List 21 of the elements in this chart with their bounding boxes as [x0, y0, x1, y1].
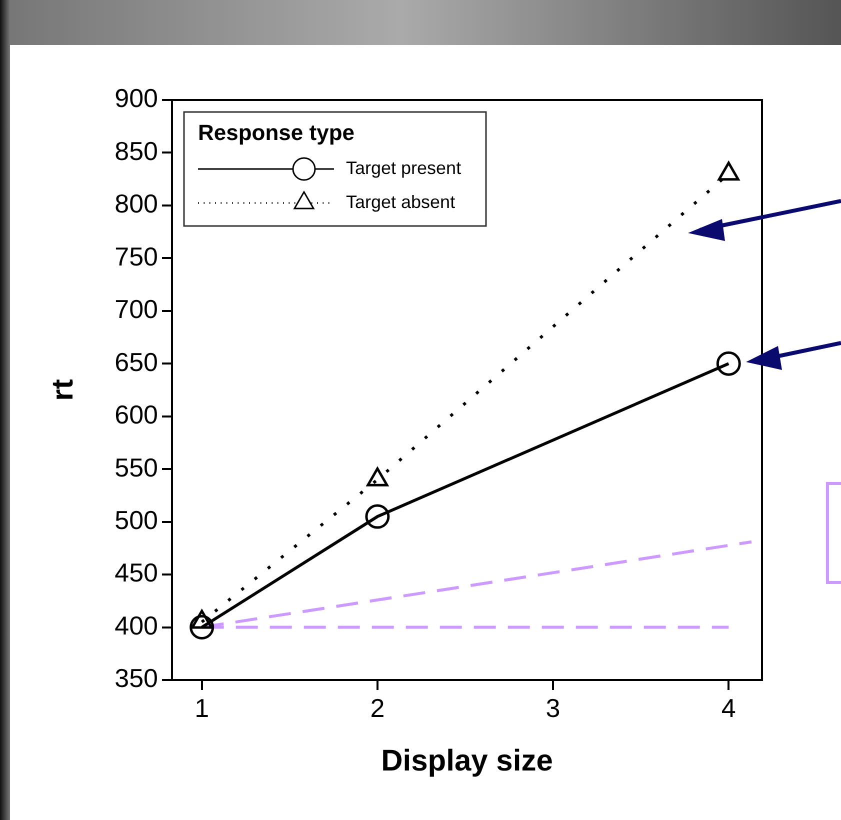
y-tick-label: 450 [114, 558, 158, 588]
y-tick-label: 800 [114, 188, 158, 219]
y-tick-label: 500 [114, 504, 158, 535]
x-tick-label: 4 [721, 692, 736, 723]
legend-title: Response type [198, 120, 354, 146]
y-tick-label: 900 [114, 83, 158, 114]
x-tick-label: 3 [546, 692, 560, 723]
y-tick-label: 650 [114, 346, 158, 377]
y-tick-label: 600 [114, 400, 158, 430]
y-tick-label: 700 [114, 294, 158, 324]
y-tick-label: 850 [114, 136, 158, 166]
x-axis-title: Display size [381, 744, 553, 778]
legend-label: Target absent [346, 192, 456, 212]
y-tick-label: 750 [114, 241, 158, 272]
x-tick-label: 1 [194, 692, 210, 723]
y-tick-label: 550 [114, 452, 158, 482]
legend-label: Target present [346, 158, 462, 178]
y-tick-label: 400 [114, 610, 158, 640]
y-axis-title: rt [46, 379, 80, 401]
y-tick-label: 350 [114, 663, 158, 694]
x-tick-label: 2 [370, 692, 385, 723]
